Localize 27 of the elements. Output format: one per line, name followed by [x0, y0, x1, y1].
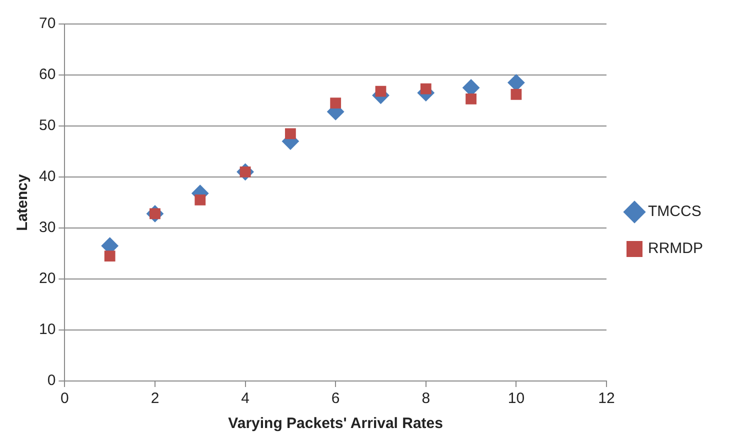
x-axis-title: Varying Packets' Arrival Rates	[228, 415, 443, 432]
legend-label: RRMDP	[648, 240, 703, 258]
y-tick-label: 70	[38, 15, 56, 32]
point	[104, 250, 116, 262]
legend-label: TMCCS	[648, 203, 702, 220]
point	[194, 194, 206, 206]
x-tick-label: 2	[150, 390, 160, 408]
point	[375, 86, 386, 97]
y-axis-title: Latency	[14, 174, 32, 231]
y-tick-label: 60	[38, 66, 56, 84]
x-tick-label: 6	[331, 390, 340, 408]
point	[330, 98, 342, 108]
point	[510, 88, 522, 100]
x-tick-label: 4	[241, 390, 250, 408]
y-tick-label: 20	[38, 270, 56, 288]
y-tick-label: 30	[38, 219, 56, 236]
x-tick-label: 10	[508, 390, 525, 408]
x-tick-label: 8	[422, 390, 430, 408]
y-tick-label: 50	[38, 117, 56, 134]
point	[284, 128, 296, 140]
point	[466, 94, 476, 104]
x-tick-label: 0	[60, 390, 69, 408]
x-tick-label: 12	[598, 390, 615, 408]
y-tick-label: 40	[38, 168, 56, 186]
y-tick-label: 10	[38, 321, 56, 338]
point	[420, 83, 432, 94]
y-tick-label: 0	[47, 372, 56, 390]
